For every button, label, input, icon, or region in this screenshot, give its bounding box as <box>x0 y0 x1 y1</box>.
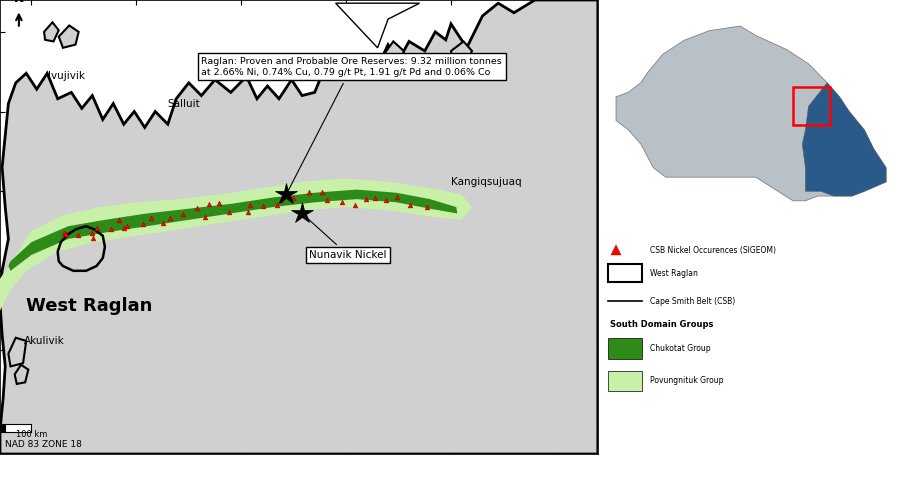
Polygon shape <box>44 22 58 42</box>
Bar <box>608 338 642 359</box>
Polygon shape <box>451 42 472 65</box>
Text: Cape Smith Belt (CSB): Cape Smith Belt (CSB) <box>650 297 734 306</box>
Text: 100 km: 100 km <box>16 430 47 440</box>
Bar <box>608 370 642 391</box>
Polygon shape <box>616 26 886 201</box>
Polygon shape <box>335 3 420 48</box>
Text: Povungnituk Group: Povungnituk Group <box>650 376 723 385</box>
Text: Akulivik: Akulivik <box>24 336 65 346</box>
Text: South Domain Groups: South Domain Groups <box>610 320 713 329</box>
Text: Kangiqsujuaq: Kangiqsujuaq <box>451 177 521 186</box>
Polygon shape <box>14 365 28 384</box>
Text: Raglan: Proven and Probable Ore Reserves: 9.32 million tonnes
at 2.66% Ni, 0.74%: Raglan: Proven and Probable Ore Reserves… <box>201 57 503 192</box>
Text: N: N <box>13 0 24 5</box>
Polygon shape <box>8 338 26 367</box>
Text: West Raglan: West Raglan <box>650 269 698 278</box>
Polygon shape <box>8 189 458 271</box>
Polygon shape <box>0 0 598 454</box>
Bar <box>793 87 830 125</box>
Polygon shape <box>0 178 472 311</box>
Text: NAD 83 ZONE 18: NAD 83 ZONE 18 <box>5 440 82 449</box>
Polygon shape <box>383 42 404 69</box>
Text: Salluit: Salluit <box>168 99 200 109</box>
Text: CSB Nickel Occurences (SIGEOM): CSB Nickel Occurences (SIGEOM) <box>650 245 776 255</box>
Polygon shape <box>802 83 886 196</box>
Polygon shape <box>58 26 78 48</box>
Text: Nunavik Nickel: Nunavik Nickel <box>304 215 387 260</box>
Text: Chukotat Group: Chukotat Group <box>650 344 710 353</box>
Bar <box>608 264 642 283</box>
Text: Ivujivik: Ivujivik <box>49 71 85 82</box>
Text: West Raglan: West Raglan <box>26 297 152 315</box>
